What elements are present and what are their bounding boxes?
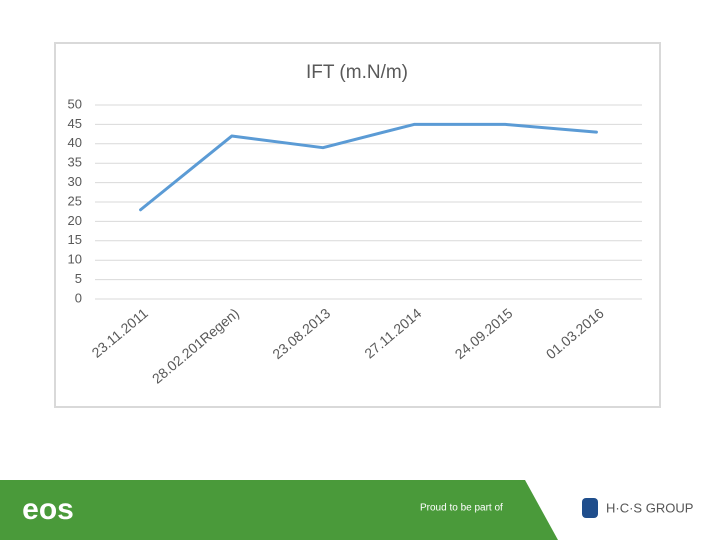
y-tick-label: 25 (68, 193, 82, 208)
chart-frame (54, 42, 661, 408)
y-tick-label: 35 (68, 155, 82, 170)
footer-tagline: Proud to be part of (420, 503, 503, 514)
footer-band (0, 480, 558, 540)
y-tick-label: 10 (68, 252, 82, 267)
y-tick-label: 15 (68, 232, 82, 247)
y-tick-label: 50 (68, 96, 82, 111)
y-tick-label: 45 (68, 116, 82, 131)
footer-partner: H·C·S GROUP (606, 500, 693, 515)
data-line (139, 122, 598, 212)
y-tick-label: 30 (68, 174, 82, 189)
y-tick-label: 20 (68, 213, 82, 228)
footer-brand: eos (22, 493, 74, 526)
y-tick-label: 0 (75, 290, 82, 305)
y-tick-label: 40 (68, 135, 82, 150)
y-tick-label: 5 (75, 271, 82, 286)
chart-title: IFT (m.N/m) (306, 62, 408, 83)
partner-icon (582, 498, 598, 518)
